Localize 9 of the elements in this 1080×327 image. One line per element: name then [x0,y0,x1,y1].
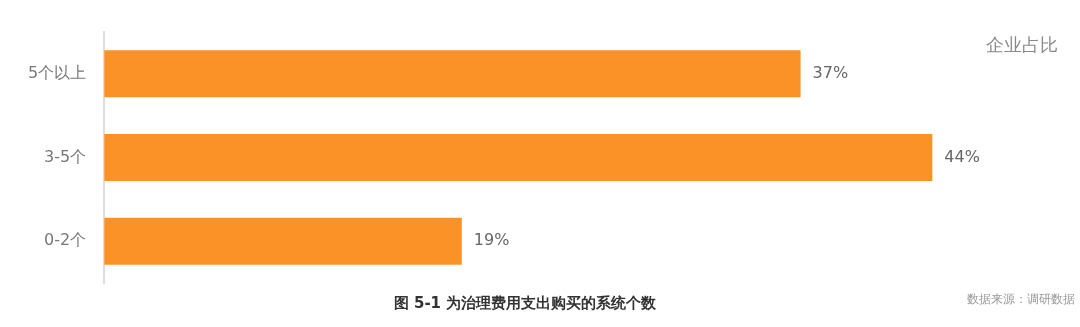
data-label: 19% [473,230,510,250]
data-label: 37% [812,62,849,82]
data-label: 44% [944,146,980,166]
text: 企业占比 [986,33,1058,55]
source-note: 数据来源：调研数据 [967,292,1075,307]
y-tick-label: 3-5个 [44,146,87,166]
text: 图 5-1 为治理费用支出购买的系统个数 [393,293,658,312]
y-tick-label: 5个以上 [27,62,87,82]
y-tick-label: 0-2个 [44,230,87,250]
